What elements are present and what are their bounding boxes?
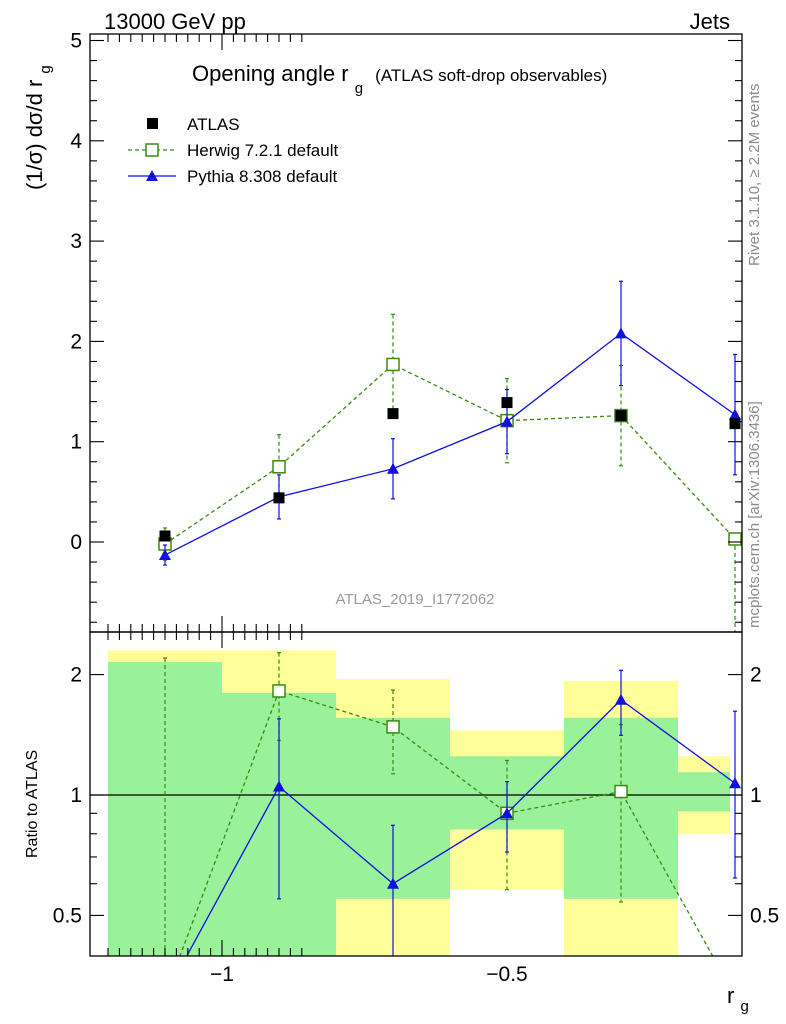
analysis-id: ATLAS_2019_I1772062 [335, 591, 494, 608]
chart-title-main: Opening angle r [192, 61, 349, 86]
x-tick-label: −1 [210, 963, 234, 986]
main-pythia-point [615, 327, 627, 339]
ratio-y-tick-label-right: 2 [750, 664, 762, 687]
legend-label-herwig: Herwig 7.2.1 default [187, 141, 338, 160]
main-atlas-point [501, 397, 513, 409]
main-pythia-point [729, 408, 741, 420]
ratio-y-tick-label: 1 [70, 784, 82, 807]
main-atlas-point [273, 492, 285, 504]
ratio-pythia-point [273, 780, 285, 792]
ratio-herwig-point [386, 720, 400, 734]
main-pythia-point [501, 415, 513, 427]
main-y-tick-label: 4 [70, 130, 82, 153]
x-axis-label: r g [727, 983, 749, 1015]
x-axis-label-main: r [727, 983, 734, 1008]
axes-ticks: 0 1 2 3 4 5 −1 −0.5 0.5 0.5 1 1 2 2 [53, 30, 779, 987]
main-pythia-point [387, 462, 399, 474]
header-energy: 13000 GeV pp [104, 9, 246, 34]
ratio-y-tick-label-right: 1 [750, 784, 762, 807]
main-pythia-point [159, 549, 171, 561]
legend-marker-herwig [145, 143, 159, 157]
main-atlas-point [729, 418, 741, 430]
main-y-tick-label: 2 [70, 330, 82, 353]
ratio-y-tick-label: 2 [70, 664, 82, 687]
main-atlas-group [159, 397, 741, 542]
ratio-pythia-point [387, 877, 399, 889]
x-tick-label: −0.5 [486, 963, 527, 986]
ratio-series-layer [163, 651, 741, 956]
ratio-pythia-point [615, 693, 627, 705]
main-pythia-line [164, 332, 736, 556]
x-axis-label-sub: g [740, 998, 748, 1015]
ratio-y-axis-label: Ratio to ATLAS [24, 750, 41, 858]
y-axis-label-sub: g [37, 65, 54, 73]
ratio-y-tick-label: 0.5 [53, 904, 82, 927]
ratio-herwig-point [614, 784, 628, 799]
main-atlas-point [615, 410, 627, 422]
main-y-tick-label: 3 [70, 230, 82, 253]
y-axis-label-main: (1/σ) dσ/d r [22, 80, 47, 190]
legend-marker-atlas [147, 118, 158, 129]
main-herwig-group [158, 313, 742, 632]
ratio-pythia-group [186, 669, 741, 956]
main-herwig-line [164, 363, 736, 545]
main-herwig-point [272, 460, 286, 474]
y-axis-label: (1/σ) dσ/d r g [22, 65, 54, 190]
chart-title: Opening angle r g (ATLAS soft-drop obser… [192, 61, 607, 98]
legend-label-atlas: ATLAS [187, 115, 240, 134]
main-y-tick-label: 1 [70, 431, 82, 454]
ratio-pythia-point [729, 777, 741, 789]
ratio-uncertainty-bands [108, 650, 730, 956]
legend-label-pythia: Pythia 8.308 default [187, 167, 338, 186]
main-pythia-group [159, 280, 741, 566]
legend: ATLAS Herwig 7.2.1 default Pythia 8.308 … [128, 115, 338, 186]
chart-title-sub: g [355, 80, 363, 97]
ratio-band-inner [678, 772, 730, 812]
side-text-rivet: Rivet 3.1.10, ≥ 2.2M events [746, 83, 763, 267]
ratio-herwig-line [179, 690, 714, 956]
main-y-tick-label: 5 [70, 30, 82, 53]
side-text-mcplots: mcplots.cern.ch [arXiv:1306.3436] [746, 401, 763, 628]
main-atlas-point [387, 408, 399, 420]
main-series-layer [158, 280, 742, 632]
ratio-herwig-point [272, 684, 286, 698]
ratio-pythia-point [501, 807, 513, 819]
chart-title-rest: (ATLAS soft-drop observables) [375, 66, 607, 85]
ratio-plot-frame [89, 631, 743, 957]
ratio-pythia-line [186, 698, 736, 956]
main-herwig-point [728, 532, 742, 546]
main-atlas-point [159, 530, 171, 542]
legend-marker-pythia [146, 170, 158, 181]
main-y-tick-label: 0 [70, 531, 82, 554]
header-process: Jets [690, 9, 730, 34]
main-herwig-point [386, 357, 400, 372]
ratio-y-tick-label-right: 0.5 [750, 904, 779, 927]
